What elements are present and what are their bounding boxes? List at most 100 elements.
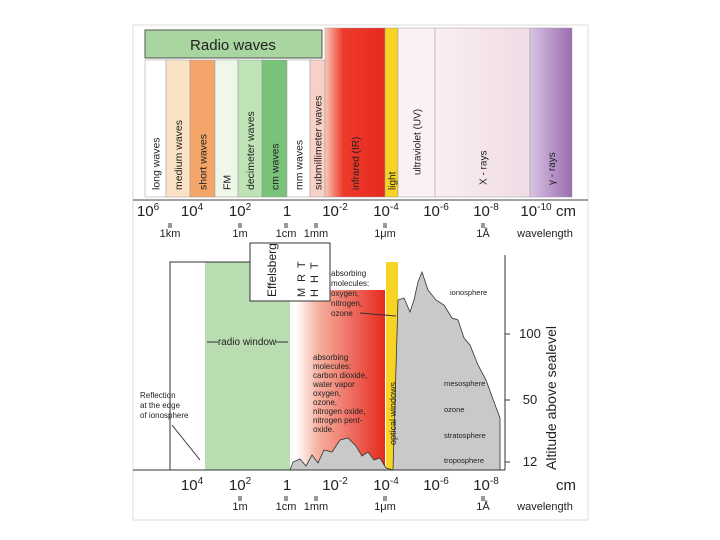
band-label: infrared (IR): [351, 137, 362, 190]
tick-label: 102: [229, 476, 252, 494]
tick-label: 10-8: [473, 476, 499, 494]
telescope-label: HHT: [309, 256, 321, 297]
tick-exp: 4: [198, 202, 204, 213]
label: wavelength: [516, 228, 573, 240]
tick-label: 102: [229, 202, 252, 220]
tick-exp: 2: [246, 476, 252, 487]
label: ozone,: [313, 398, 337, 407]
tick-exp: -6: [440, 202, 449, 213]
label: oxygen,: [313, 389, 341, 398]
tick-label: 106: [137, 202, 160, 220]
label: oxide.: [313, 425, 334, 434]
tick-exp: -2: [339, 476, 348, 487]
band: [165, 59, 191, 198]
telescope-label: MRT: [296, 255, 308, 297]
band-label: FM: [222, 175, 234, 190]
tick-base: 10: [181, 477, 198, 494]
label: 1m: [232, 501, 247, 513]
label: 1μm: [374, 228, 396, 240]
band: [529, 27, 573, 198]
tick-base: 10: [473, 203, 490, 220]
label: wavelength: [516, 501, 573, 513]
label: 1μm: [374, 501, 396, 513]
band-label: X - rays: [479, 151, 490, 185]
pointer: [359, 312, 397, 317]
band-label: light: [388, 171, 399, 190]
label: 1m: [232, 228, 247, 240]
label: cm: [556, 203, 576, 220]
tick-exp: -4: [390, 202, 399, 213]
band-label: ultraviolet (UV): [413, 109, 424, 175]
label: 1Å: [476, 500, 490, 513]
label: oxygen,: [331, 289, 359, 298]
label: 1cm: [276, 228, 297, 240]
label: absorbing: [331, 269, 366, 278]
label: 1: [283, 477, 291, 494]
tick-base: 10: [373, 203, 390, 220]
tick-label: 10-8: [473, 202, 499, 220]
label: cm: [556, 477, 576, 494]
altitude-label: Altitude above sealevel: [543, 326, 559, 470]
label: molecules:: [331, 279, 369, 288]
label: 12: [523, 454, 537, 469]
band-label: long waves: [151, 137, 163, 190]
pointer: [171, 424, 201, 461]
tick-base: 10: [229, 477, 246, 494]
tick-exp: -2: [339, 202, 348, 213]
label: 1km: [160, 228, 181, 240]
band: [237, 59, 263, 198]
label: absorbing: [313, 353, 348, 362]
tick-label: 10-2: [322, 476, 348, 494]
label: nitrogen,: [331, 299, 362, 308]
label: stratosphere: [444, 431, 486, 440]
label: nitrogen oxide,: [313, 407, 365, 416]
optical-label: optical windows: [388, 381, 398, 445]
tick-label: 104: [181, 476, 204, 494]
label: water vapor: [312, 380, 355, 389]
band-label: decimeter waves: [245, 111, 257, 190]
tick-label: 10-4: [373, 202, 399, 220]
label: of ionosphere: [140, 411, 189, 420]
label: ionosphere: [450, 288, 487, 297]
band-label: γ - rays: [547, 152, 558, 185]
label: 1mm: [304, 228, 328, 240]
label: 50: [523, 392, 537, 407]
band: [397, 27, 436, 198]
label: 1cm: [276, 501, 297, 513]
tick-base: 10: [322, 477, 339, 494]
tick-exp: -10: [537, 202, 552, 213]
label: at the edge: [140, 401, 181, 410]
tick-label: 10-6: [423, 202, 449, 220]
tick-base: 10: [423, 203, 440, 220]
label: 1mm: [304, 501, 328, 513]
label: ozone: [444, 405, 464, 414]
tick-base: 10: [373, 477, 390, 494]
absorption-curve: [289, 270, 501, 471]
telescope-label: Effelsberg: [265, 243, 279, 297]
tick-base: 10: [520, 203, 537, 220]
band-label: short waves: [198, 134, 210, 190]
band: [189, 59, 216, 198]
label: troposphere: [444, 456, 484, 465]
label: 1Å: [476, 227, 490, 240]
tick-exp: -4: [390, 476, 399, 487]
label: Reflection: [140, 391, 176, 400]
tick-base: 10: [423, 477, 440, 494]
label: Radio waves: [190, 37, 276, 54]
band: [434, 27, 531, 198]
band-label: submillimeter waves: [313, 95, 325, 190]
radio-header: [144, 29, 323, 59]
tick-exp: 6: [154, 202, 160, 213]
band-label: mm waves: [294, 140, 306, 190]
label: 100: [519, 326, 541, 341]
tick-base: 10: [322, 203, 339, 220]
tick-exp: 4: [198, 476, 204, 487]
tick-exp: -8: [490, 476, 499, 487]
tick-exp: -8: [490, 202, 499, 213]
label: nitrogen pent-: [313, 416, 363, 425]
tick-label: 10-6: [423, 476, 449, 494]
tick-label: 10-10: [520, 202, 552, 220]
band: [324, 27, 386, 198]
telescope-box: [249, 242, 331, 302]
band-label: cm waves: [270, 143, 282, 190]
